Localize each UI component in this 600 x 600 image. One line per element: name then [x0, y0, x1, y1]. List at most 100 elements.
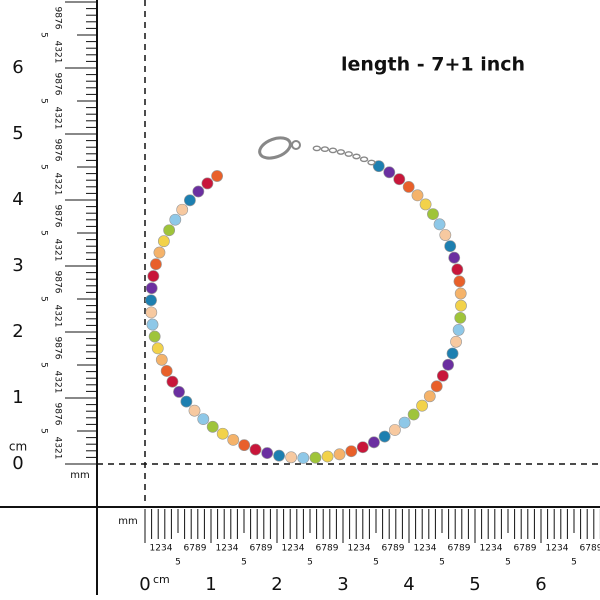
gem: [197, 413, 210, 425]
ruler-digits: 9876: [53, 271, 63, 294]
unit-label: mm: [70, 470, 89, 481]
gem: [454, 311, 467, 324]
unit-label: cm: [9, 440, 27, 454]
gem: [169, 213, 182, 226]
gem: [452, 324, 465, 336]
ruler-digits: 4321: [53, 173, 63, 196]
gem: [416, 399, 428, 412]
ruler-digits: 5: [39, 230, 49, 236]
gem: [378, 430, 391, 443]
ruler-digits: 9876: [53, 139, 63, 162]
ruler-digits: 9876: [53, 205, 63, 228]
ruler-digits: 5: [175, 558, 181, 568]
gem: [160, 365, 173, 377]
gem: [427, 208, 439, 220]
gem: [249, 443, 262, 456]
ruler-digits: 9876: [53, 7, 63, 30]
ruler-digits: 4321: [53, 107, 63, 130]
gem: [398, 416, 411, 429]
gem: [383, 166, 396, 179]
chain-link: [352, 153, 361, 160]
gem: [285, 451, 298, 464]
ruler-digits: 4321: [53, 239, 63, 262]
gem: [419, 198, 432, 211]
gem: [180, 395, 193, 408]
gem: [444, 240, 457, 253]
chain-link: [344, 151, 353, 157]
ruler-label: 2: [271, 574, 282, 595]
gem: [150, 258, 162, 271]
gem: [261, 447, 274, 459]
gem: [455, 299, 467, 312]
gem: [227, 433, 240, 446]
ruler-label: 0: [12, 453, 23, 474]
chain-link: [367, 159, 376, 166]
gem: [163, 224, 176, 237]
clasp-ring: [291, 140, 301, 150]
gem: [333, 448, 346, 461]
gem: [442, 358, 455, 371]
ruler-digits: 5: [39, 32, 49, 38]
ruler-label: 5: [12, 123, 23, 144]
gem: [192, 185, 205, 198]
gem: [184, 194, 196, 207]
ruler-digits: 1234: [348, 544, 371, 554]
ruler-digits: 4321: [53, 305, 63, 328]
gem: [433, 218, 446, 231]
ruler-digits: 5: [39, 98, 49, 104]
ruler-label: 6: [535, 574, 546, 595]
gem: [153, 246, 166, 259]
gem: [145, 294, 157, 307]
chain-link: [312, 145, 322, 152]
gem: [345, 445, 358, 458]
ruler-label: 1: [205, 574, 216, 595]
gem: [173, 386, 185, 398]
gem: [148, 330, 161, 343]
gem: [145, 306, 158, 319]
ruler-digits: 6789: [250, 544, 273, 554]
bracelet: [145, 136, 467, 464]
title: length - 7+1 inch: [341, 54, 525, 76]
ruler-digits: 5: [307, 558, 313, 568]
ruler-digits: 6789: [184, 544, 207, 554]
unit-label: cm: [153, 573, 170, 586]
ruler-digits: 5: [241, 558, 247, 568]
ruler-digits: 1234: [216, 544, 239, 554]
ruler-label: 4: [403, 574, 414, 595]
gem: [157, 235, 170, 248]
gem: [166, 375, 179, 388]
gem: [436, 369, 449, 382]
ruler-digits: 5: [571, 558, 577, 568]
ruler-digits: 6789: [580, 544, 600, 554]
ruler-digits: 4321: [53, 371, 63, 394]
chain-link: [336, 149, 346, 155]
gem: [446, 347, 459, 360]
gem: [430, 380, 443, 393]
gem: [273, 449, 285, 462]
ruler-digits: 5: [39, 296, 49, 302]
ruler-digits: 9876: [53, 337, 63, 360]
ruler-label: 4: [12, 189, 23, 210]
gem: [423, 390, 436, 403]
gem: [407, 408, 420, 421]
ruler-digits: 1234: [546, 544, 569, 554]
gem: [411, 189, 424, 202]
ruler-digits: 6789: [514, 544, 537, 554]
gem: [146, 318, 159, 331]
ruler-label: 3: [12, 255, 23, 276]
ruler-digits: 4321: [53, 41, 63, 64]
ruler-digits: 5: [373, 558, 379, 568]
chain-link: [320, 146, 330, 153]
gem: [211, 170, 223, 182]
gem: [147, 270, 160, 282]
ruler-digits: 1234: [414, 544, 437, 554]
gem: [368, 436, 380, 449]
unit-label: mm: [118, 516, 137, 527]
gem: [155, 353, 168, 366]
gem: [151, 342, 164, 355]
gem: [238, 439, 251, 452]
ruler-digits: 6789: [382, 544, 405, 554]
gem: [454, 287, 467, 300]
ruler-digits: 5: [39, 428, 49, 434]
